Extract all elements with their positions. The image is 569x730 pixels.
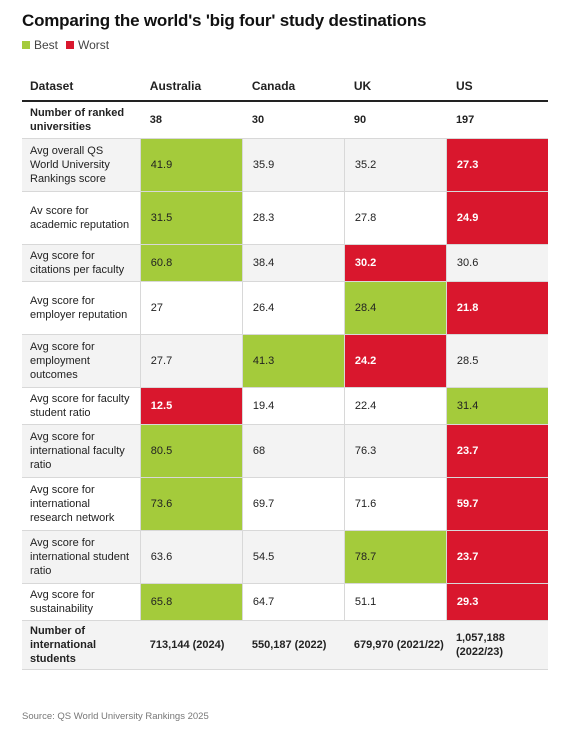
column-header-australia: Australia bbox=[149, 79, 202, 93]
legend-label-worst: Worst bbox=[78, 38, 110, 52]
row-label: Avg score for employer reputation bbox=[30, 295, 128, 321]
value-cell-us: 1,057,188 (2022/23) bbox=[455, 632, 505, 658]
value-cell-australia: 38 bbox=[149, 114, 163, 126]
value-cell-us: 27.3 bbox=[445, 139, 548, 191]
row-label: Av score for academic reputation bbox=[30, 205, 130, 231]
value-cell-canada: 69.7 bbox=[241, 478, 344, 530]
value-cell-australia: 80.5 bbox=[139, 425, 242, 477]
value-cell-uk: 78.7 bbox=[343, 531, 446, 583]
value-cell-canada: 54.5 bbox=[241, 531, 344, 583]
value-cell-canada: 30 bbox=[251, 114, 265, 126]
legend: Best Worst bbox=[22, 38, 117, 52]
row-label: Avg score for citations per faculty bbox=[30, 250, 125, 276]
value-cell-australia: 73.6 bbox=[139, 478, 242, 530]
value-cell-us: 23.7 bbox=[445, 425, 548, 477]
value-cell-uk: 35.2 bbox=[343, 139, 446, 191]
column-header-dataset: Dataset bbox=[30, 79, 74, 93]
value-cell-us: 28.5 bbox=[445, 335, 548, 387]
comparison-table: Dataset Australia Canada UK US Number of… bbox=[22, 72, 548, 670]
value-cell-australia: 27.7 bbox=[139, 335, 242, 387]
table-header-row: Dataset Australia Canada UK US bbox=[22, 72, 548, 102]
value-cell-uk: 30.2 bbox=[343, 245, 446, 281]
value-cell-uk: 679,970 (2021/22) bbox=[353, 639, 444, 651]
table-row: Av score for academic reputation 31.5 28.3… bbox=[22, 192, 548, 245]
column-header-canada: Canada bbox=[251, 79, 296, 93]
value-cell-uk: 22.4 bbox=[343, 388, 446, 424]
row-label: Avg score for faculty student ratio bbox=[30, 393, 130, 419]
table-row: Avg overall QS World University Rankings… bbox=[22, 139, 548, 192]
value-cell-australia: 713,144 (2024) bbox=[149, 639, 225, 651]
value-cell-canada: 64.7 bbox=[241, 584, 344, 620]
value-cell-uk: 24.2 bbox=[343, 335, 446, 387]
column-header-us: US bbox=[455, 79, 473, 93]
row-label: Avg score for sustainability bbox=[30, 589, 95, 615]
value-cell-canada: 550,187 (2022) bbox=[251, 639, 327, 651]
value-cell-us: 31.4 bbox=[445, 388, 548, 424]
table-row: Avg score for sustainability 65.8 64.7 51.1… bbox=[22, 584, 548, 621]
value-cell-us: 29.3 bbox=[445, 584, 548, 620]
table-row: Avg score for faculty student ratio 12.5 1… bbox=[22, 388, 548, 425]
table-row: Number of ranked universities 38 30 90 197 bbox=[22, 102, 548, 139]
value-cell-uk: 71.6 bbox=[343, 478, 446, 530]
legend-swatch-worst bbox=[66, 41, 75, 49]
value-cell-uk: 51.1 bbox=[343, 584, 446, 620]
row-label: Number of international students bbox=[30, 625, 97, 665]
table-row: Avg score for employer reputation 27 26.4 2… bbox=[22, 282, 548, 335]
table-row: Avg score for employment outcomes 27.7 41.… bbox=[22, 335, 548, 388]
row-label: Avg overall QS World University Rankings… bbox=[30, 145, 110, 185]
value-cell-australia: 41.9 bbox=[139, 139, 242, 191]
value-cell-us: 21.8 bbox=[445, 282, 548, 334]
table-row: Avg score for international student rati… bbox=[22, 531, 548, 584]
legend-label-best: Best bbox=[34, 38, 59, 52]
value-cell-uk: 90 bbox=[353, 114, 367, 126]
value-cell-us: 30.6 bbox=[445, 245, 548, 281]
row-label: Avg score for international faculty rati… bbox=[30, 431, 125, 471]
value-cell-canada: 28.3 bbox=[241, 192, 344, 244]
value-cell-australia: 65.8 bbox=[139, 584, 242, 620]
value-cell-us: 59.7 bbox=[445, 478, 548, 530]
value-cell-canada: 41.3 bbox=[241, 335, 344, 387]
value-cell-uk: 28.4 bbox=[343, 282, 446, 334]
column-header-uk: UK bbox=[353, 79, 372, 93]
row-label: Avg score for international research net… bbox=[30, 484, 115, 524]
value-cell-canada: 38.4 bbox=[241, 245, 344, 281]
row-label: Number of ranked universities bbox=[30, 107, 125, 133]
row-label: Avg score for employment outcomes bbox=[30, 341, 95, 381]
value-cell-australia: 63.6 bbox=[139, 531, 242, 583]
table-row: Avg score for international faculty rati… bbox=[22, 425, 548, 478]
table-row: Avg score for citations per faculty 60.8 3… bbox=[22, 245, 548, 282]
source-note: Source: QS World University Rankings 202… bbox=[22, 711, 209, 722]
row-label: Avg score for international student rati… bbox=[30, 537, 130, 577]
value-cell-australia: 60.8 bbox=[139, 245, 242, 281]
value-cell-australia: 12.5 bbox=[139, 388, 242, 424]
value-cell-uk: 76.3 bbox=[343, 425, 446, 477]
value-cell-australia: 27 bbox=[139, 282, 242, 334]
chart-title: Comparing the world's 'big four' study d… bbox=[22, 11, 427, 30]
value-cell-canada: 19.4 bbox=[241, 388, 344, 424]
value-cell-canada: 68 bbox=[241, 425, 344, 477]
table-row: Number of international students 713,144 … bbox=[22, 621, 548, 670]
value-cell-canada: 35.9 bbox=[241, 139, 344, 191]
value-cell-canada: 26.4 bbox=[241, 282, 344, 334]
value-cell-australia: 31.5 bbox=[139, 192, 242, 244]
value-cell-uk: 27.8 bbox=[343, 192, 446, 244]
value-cell-us: 197 bbox=[455, 114, 475, 126]
value-cell-us: 23.7 bbox=[445, 531, 548, 583]
value-cell-us: 24.9 bbox=[445, 192, 548, 244]
legend-swatch-best bbox=[22, 41, 30, 49]
table-row: Avg score for international research net… bbox=[22, 478, 548, 531]
